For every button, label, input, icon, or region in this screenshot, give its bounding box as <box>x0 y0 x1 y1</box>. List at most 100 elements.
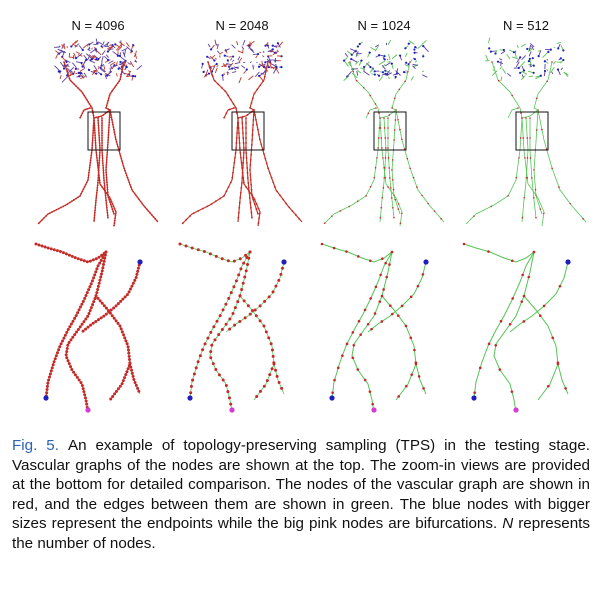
zoom-node <box>131 374 135 378</box>
vessel-node <box>101 129 103 132</box>
zoom-node <box>345 250 348 253</box>
zoom-node <box>100 253 104 257</box>
vessel-node <box>109 201 111 203</box>
vessel-node <box>331 215 333 217</box>
vessel-node <box>130 188 133 191</box>
vessel-node <box>192 212 195 215</box>
vessel-node <box>241 171 244 174</box>
vessel-node <box>91 144 94 147</box>
head-edge <box>387 76 390 80</box>
vessel-node <box>248 191 251 194</box>
head-node <box>519 56 522 59</box>
zoom-node <box>61 339 65 343</box>
zoom-in-view <box>462 242 571 413</box>
zoom-node <box>133 380 137 384</box>
vessel-node <box>520 112 522 114</box>
vessel-node <box>225 112 228 115</box>
head-edge <box>259 71 266 77</box>
vessel-node <box>257 222 260 225</box>
head-edge <box>122 51 126 58</box>
zoom-node <box>58 250 62 254</box>
vessel-node <box>117 148 120 150</box>
zoom-node <box>82 390 86 394</box>
vessel-node <box>98 144 101 147</box>
vessel-edge <box>181 117 239 225</box>
zoom-node <box>135 272 139 276</box>
vessel-node <box>71 81 74 84</box>
head-node <box>221 74 224 77</box>
head-edge <box>387 60 391 63</box>
zoom-node <box>246 304 250 308</box>
head-edge <box>77 54 83 57</box>
head-edge <box>417 44 423 49</box>
zoom-node <box>379 273 382 277</box>
vascular-graph <box>181 61 303 227</box>
vessel-node <box>427 202 429 205</box>
vessel-node <box>558 186 560 188</box>
zoom-node <box>356 255 360 258</box>
vessel-node <box>242 147 245 149</box>
zoom-node <box>269 342 273 346</box>
vessel-edge <box>529 118 537 219</box>
zoom-node <box>228 317 232 321</box>
vessel-node <box>145 208 148 211</box>
head-node <box>95 58 98 61</box>
zoom-node <box>137 389 141 393</box>
head-node <box>350 53 353 56</box>
head-edge <box>249 48 255 54</box>
zoom-node <box>83 396 87 400</box>
zoom-node <box>178 242 182 246</box>
head-edge <box>344 52 349 58</box>
vessel-node <box>245 157 248 159</box>
zoom-node <box>123 336 127 340</box>
zoom-edge <box>557 363 569 395</box>
vessel-node <box>257 212 259 215</box>
vessel-node <box>257 207 260 210</box>
head-edge <box>514 52 517 59</box>
vessel-node <box>97 169 100 172</box>
vessel-node <box>57 207 60 210</box>
zoom-node <box>332 246 336 250</box>
vessel-node <box>110 205 113 208</box>
vessel-node <box>77 196 79 199</box>
vessel-node <box>101 117 103 119</box>
zoom-node <box>229 402 233 406</box>
head-edge <box>346 71 352 77</box>
vessel-node <box>245 142 247 144</box>
vessel-node <box>120 70 123 73</box>
vessel-node <box>223 194 225 197</box>
zoom-node <box>209 356 213 360</box>
endpoint-node <box>423 259 429 265</box>
zoom-node <box>108 311 112 315</box>
head-edge <box>88 47 90 50</box>
zoom-node <box>66 343 70 347</box>
vessel-node <box>399 128 401 131</box>
head-node <box>422 55 425 58</box>
vessel-node <box>107 134 110 136</box>
head-edge <box>261 63 267 69</box>
vessel-node <box>89 159 92 162</box>
head-edge <box>55 53 59 59</box>
zoom-node <box>213 338 217 342</box>
zoom-node <box>206 336 210 340</box>
zoom-node <box>258 319 262 323</box>
zoom-node <box>45 388 49 392</box>
vessel-node <box>539 208 542 210</box>
vessel-node <box>111 118 113 121</box>
vessel-node <box>62 205 65 208</box>
zoom-node <box>86 314 90 318</box>
zoom-node <box>127 290 131 294</box>
zoom-node <box>191 378 195 382</box>
vessel-node <box>235 147 238 149</box>
zoom-node <box>85 402 89 406</box>
head-edge <box>59 61 65 68</box>
zoom-node <box>136 386 140 390</box>
vessel-node <box>90 154 93 157</box>
head-node <box>383 58 386 61</box>
vessel-node <box>133 192 136 195</box>
vessel-node <box>521 216 524 219</box>
vessel-node <box>87 100 90 103</box>
head-node <box>271 48 274 51</box>
zoom-node <box>102 314 106 318</box>
vessel-node <box>63 63 66 66</box>
